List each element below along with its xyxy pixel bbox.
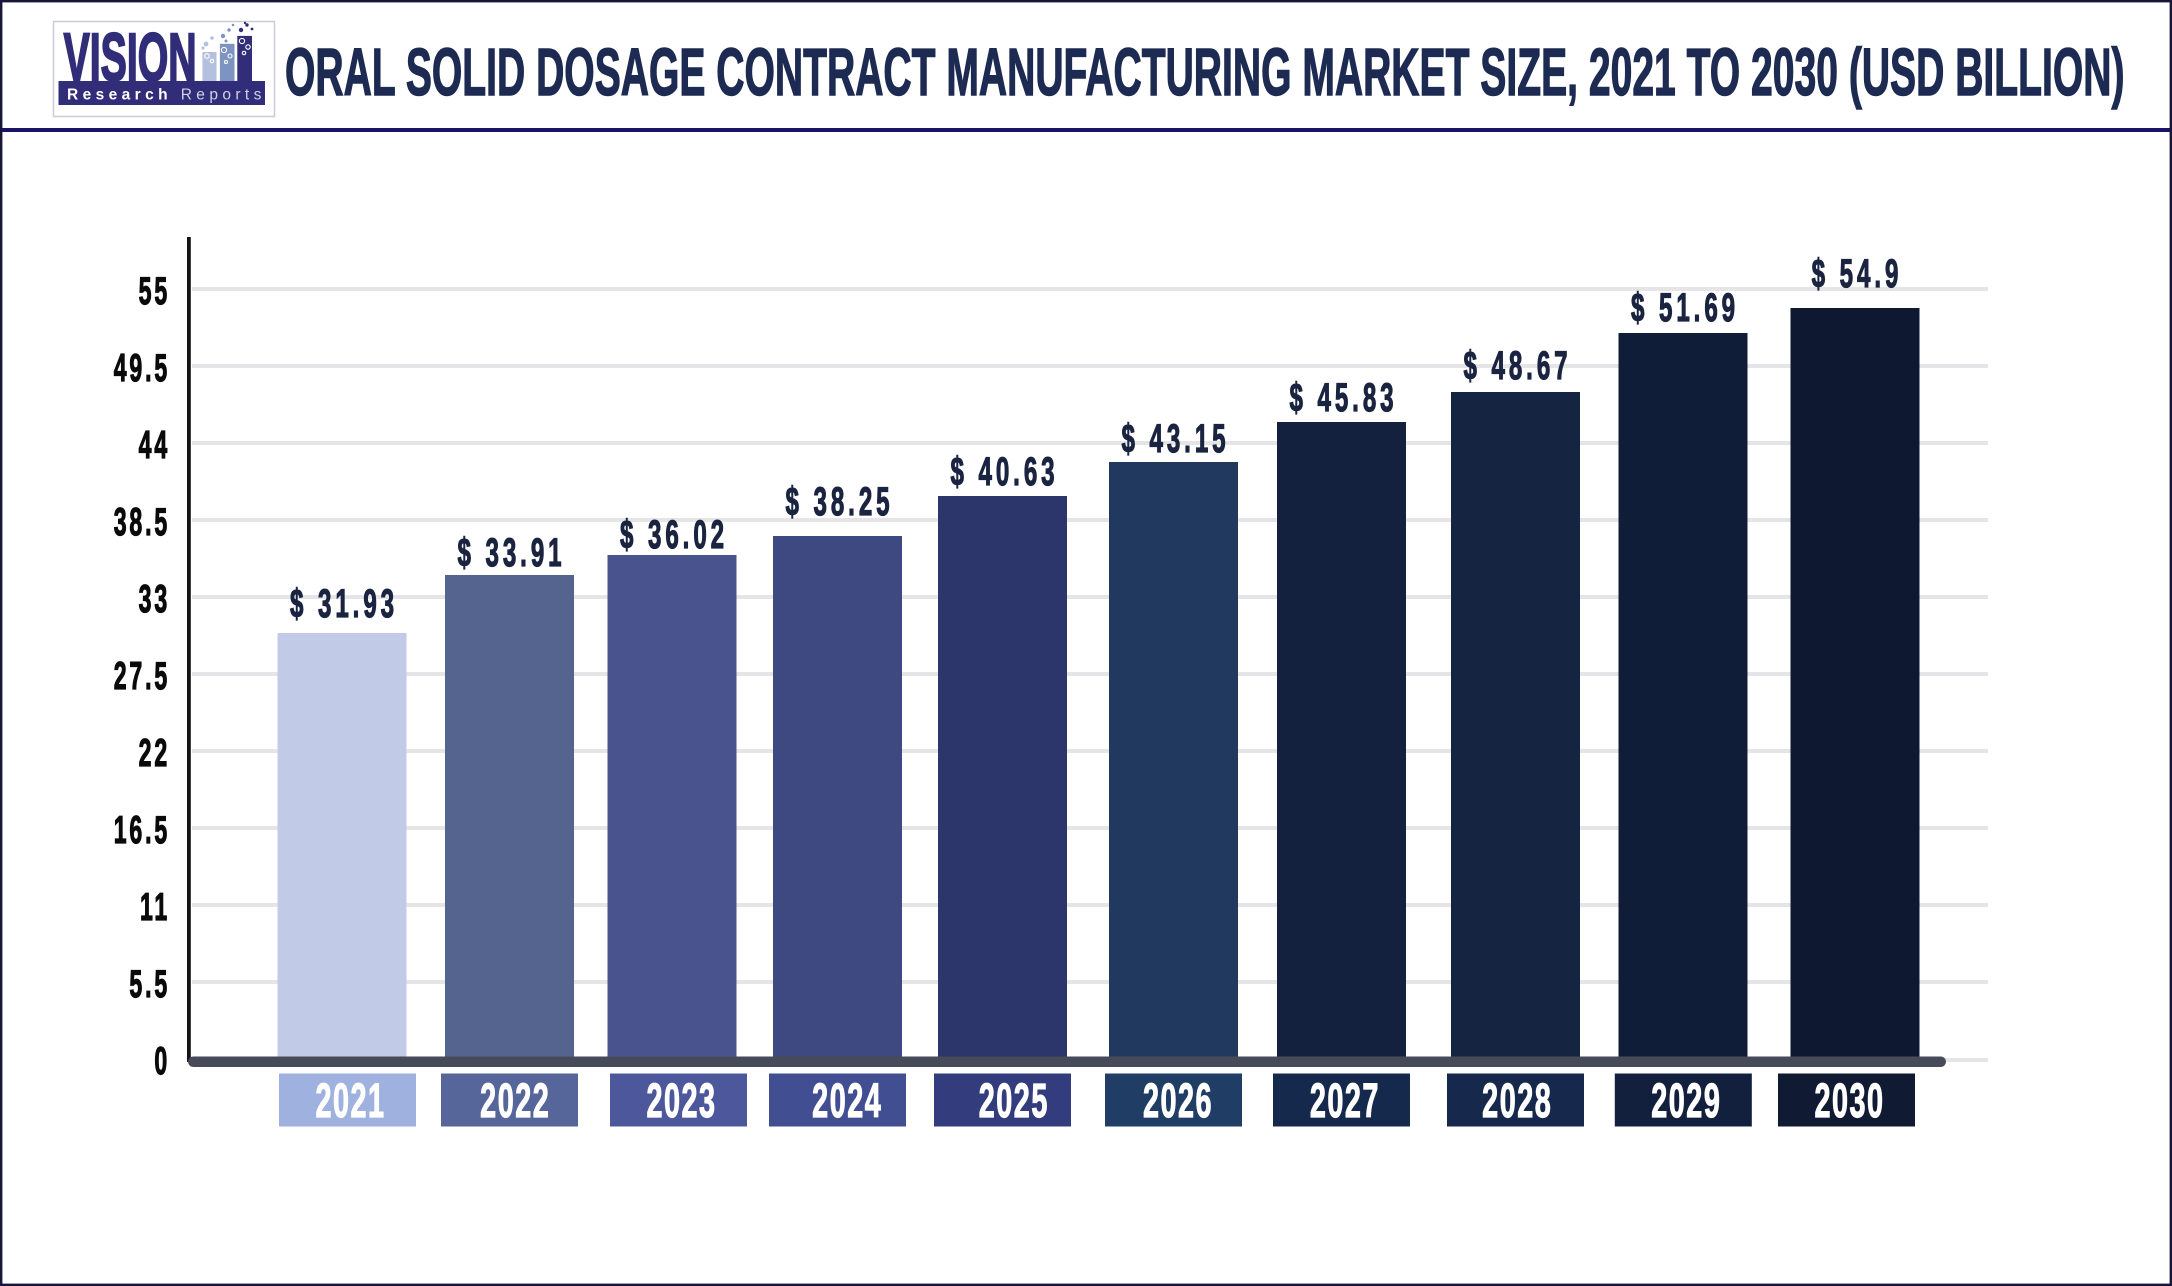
svg-text:27.5: 27.5 <box>114 654 170 698</box>
svg-text:ORAL SOLID DOSAGE CONTRACT MAN: ORAL SOLID DOSAGE CONTRACT MANUFACTURING… <box>285 34 2124 110</box>
svg-text:2029: 2029 <box>1651 1075 1721 1128</box>
svg-text:$ 31.93: $ 31.93 <box>290 582 398 627</box>
svg-text:$ 36.02: $ 36.02 <box>620 513 728 558</box>
svg-text:Research Reports: Research Reports <box>67 87 266 104</box>
svg-text:55: 55 <box>139 269 170 313</box>
svg-text:$ 43.15: $ 43.15 <box>1121 417 1229 462</box>
svg-text:2024: 2024 <box>812 1075 882 1128</box>
svg-text:11: 11 <box>140 885 170 929</box>
svg-text:$ 51.69: $ 51.69 <box>1631 286 1739 331</box>
svg-text:2023: 2023 <box>646 1075 716 1128</box>
svg-text:2030: 2030 <box>1814 1075 1884 1128</box>
svg-text:44: 44 <box>139 423 170 467</box>
svg-text:49.5: 49.5 <box>114 346 170 390</box>
svg-text:2026: 2026 <box>1143 1075 1213 1128</box>
svg-text:2022: 2022 <box>480 1075 550 1128</box>
svg-text:$ 38.25: $ 38.25 <box>785 480 893 525</box>
svg-text:$ 54.9: $ 54.9 <box>1812 252 1903 297</box>
svg-text:$ 40.63: $ 40.63 <box>950 450 1058 495</box>
svg-text:22: 22 <box>139 731 170 775</box>
svg-text:$ 33.91: $ 33.91 <box>457 531 565 576</box>
svg-text:2021: 2021 <box>315 1075 385 1128</box>
svg-text:$ 45.83: $ 45.83 <box>1289 376 1397 421</box>
svg-text:0: 0 <box>154 1039 170 1083</box>
svg-text:5.5: 5.5 <box>129 962 170 1006</box>
svg-text:2028: 2028 <box>1482 1075 1552 1128</box>
svg-text:33: 33 <box>139 577 170 621</box>
svg-text:38.5: 38.5 <box>114 500 170 544</box>
svg-text:2025: 2025 <box>979 1075 1049 1128</box>
svg-text:$ 48.67: $ 48.67 <box>1463 344 1571 389</box>
svg-text:2027: 2027 <box>1310 1075 1380 1128</box>
svg-text:16.5: 16.5 <box>114 808 170 852</box>
